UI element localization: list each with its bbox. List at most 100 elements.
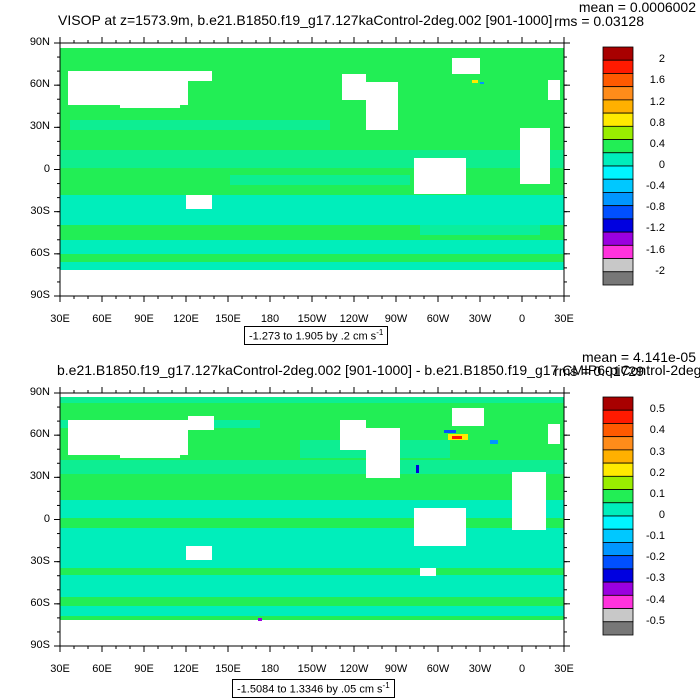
lon-tick-label: 60W	[426, 313, 450, 325]
lat-tick-label: 0	[43, 162, 50, 175]
colorbar-swatch	[602, 555, 634, 570]
lat-tick-label: 30N	[29, 120, 50, 133]
map-plot-top	[54, 37, 634, 302]
colorbar-swatch	[602, 139, 634, 154]
colorbar-swatch	[602, 409, 634, 424]
colorbar-swatch	[602, 621, 634, 636]
colorbar-label: -0.4	[646, 180, 665, 193]
land-mask	[60, 43, 564, 296]
colorbar-label: 1.6	[649, 74, 665, 87]
colorbar-label: 0	[658, 159, 665, 171]
colorbar-bottom	[602, 396, 634, 636]
mean-stat: mean = 0.0006002	[578, 0, 696, 15]
colorbar-label: 0.3	[649, 445, 665, 458]
colorbar-swatch	[602, 608, 634, 623]
lon-tick-label: 60W	[426, 663, 450, 675]
colorbar-label: 0.2	[649, 466, 665, 479]
colorbar-swatch	[602, 568, 634, 583]
colorbar-swatch	[602, 475, 634, 490]
contour-range-box: -1.5084 to 1.3346 by .05 cm s-1	[232, 679, 395, 698]
lon-tick-label: 150E	[215, 663, 241, 675]
colorbar-label: -0.8	[646, 201, 665, 214]
colorbar-label: 0.4	[649, 137, 665, 150]
anomaly-marker	[416, 465, 419, 473]
colorbar-swatch	[602, 271, 634, 286]
lat-tick-label: 60S	[30, 246, 50, 259]
colorbar-swatch	[602, 542, 634, 557]
colorbar-label: 0.8	[649, 116, 665, 129]
colorbar-swatch	[602, 449, 634, 464]
lon-tick-label: 30E	[50, 313, 70, 325]
colorbar-swatch	[602, 462, 634, 477]
colorbar-label: -1.2	[646, 222, 665, 235]
axis-ticks	[54, 37, 570, 302]
range-unit-exponent: -1	[382, 681, 390, 690]
colorbar-swatch	[602, 594, 634, 609]
lon-tick-label: 90E	[134, 313, 154, 325]
lat-tick-label: 30S	[30, 554, 50, 567]
lat-tick-label: 90S	[30, 289, 50, 301]
lat-tick-label: 60N	[29, 428, 50, 441]
colorbar-label: 1.2	[649, 95, 665, 108]
colorbar-label: -0.2	[646, 551, 665, 564]
lon-tick-label: 90E	[134, 663, 154, 675]
map-panel-bottom: b.e21.B1850.f19_g17.127kaControl-2deg.00…	[0, 350, 700, 700]
lon-tick-label: 120E	[173, 663, 199, 675]
lon-tick-label: 30E	[554, 663, 574, 675]
lon-tick-label: 150W	[297, 313, 327, 325]
colorbar-swatch	[602, 192, 634, 207]
lon-tick-label: 0	[518, 663, 526, 675]
colorbar-label: -1.6	[646, 243, 665, 256]
colorbar-label: -2	[655, 264, 665, 277]
lat-tick-label: 30N	[29, 470, 50, 483]
lon-tick-label: 0	[518, 313, 526, 325]
colorbar-label: -0.1	[646, 530, 665, 543]
lon-tick-label: 90W	[384, 313, 408, 325]
colorbar-label: 0.5	[649, 403, 665, 416]
colorbar-label: -0.4	[646, 593, 665, 606]
mean-stat: mean = 4.141e-05	[581, 349, 696, 365]
lon-tick-label: 30W	[468, 313, 492, 325]
colorbar-swatch	[602, 99, 634, 114]
rms-stat: rms = 0.01729	[554, 363, 644, 379]
colorbar-swatch	[602, 165, 634, 180]
colorbar-label: -0.3	[646, 572, 665, 585]
anomaly-marker	[490, 440, 498, 444]
lon-tick-label: 120W	[339, 663, 369, 675]
colorbar-swatch	[602, 396, 634, 411]
plot-title: VISOP at z=1573.9m, b.e21.B1850.f19_g17.…	[58, 12, 553, 28]
colorbar-swatch	[602, 178, 634, 193]
lon-tick-label: 30E	[50, 663, 70, 675]
lat-tick-label: 30S	[30, 204, 50, 217]
colorbar-swatch	[602, 231, 634, 246]
lon-tick-label: 90W	[384, 663, 408, 675]
colorbar-label: -0.5	[646, 614, 665, 627]
lon-tick-label: 30E	[554, 313, 574, 325]
colorbar-label: 0.4	[649, 424, 665, 437]
lat-tick-label: 90S	[30, 639, 50, 651]
colorbar-label: 0.1	[649, 487, 665, 500]
colorbar-swatch	[602, 86, 634, 101]
colorbar-label: 2	[658, 53, 665, 66]
lon-tick-label: 60E	[92, 663, 112, 675]
map-panel-top: VISOP at z=1573.9m, b.e21.B1850.f19_g17.…	[29, 0, 696, 345]
lon-tick-label: 150W	[297, 663, 327, 675]
anomaly-marker	[480, 82, 484, 84]
rms-stat: rms = 0.03128	[554, 13, 644, 29]
lat-tick-label: 90N	[29, 36, 50, 48]
colorbar-swatch	[602, 112, 634, 127]
anomaly-marker	[258, 618, 262, 621]
lon-tick-label: 30W	[468, 663, 492, 675]
colorbar-swatch	[602, 502, 634, 517]
colorbar-top	[602, 46, 634, 286]
lon-tick-label: 180	[260, 313, 280, 325]
lat-tick-label: 60S	[30, 596, 50, 609]
colorbar-swatch	[602, 152, 634, 167]
colorbar-swatch	[602, 73, 634, 88]
colorbar-swatch	[602, 46, 634, 61]
lat-tick-label: 60N	[29, 78, 50, 91]
anomaly-marker	[444, 430, 456, 433]
range-unit-exponent: -1	[376, 328, 384, 337]
plot-title: b.e21.B1850.f19_g17.127kaControl-2deg.00…	[57, 362, 700, 378]
colorbar-swatch	[602, 258, 634, 273]
